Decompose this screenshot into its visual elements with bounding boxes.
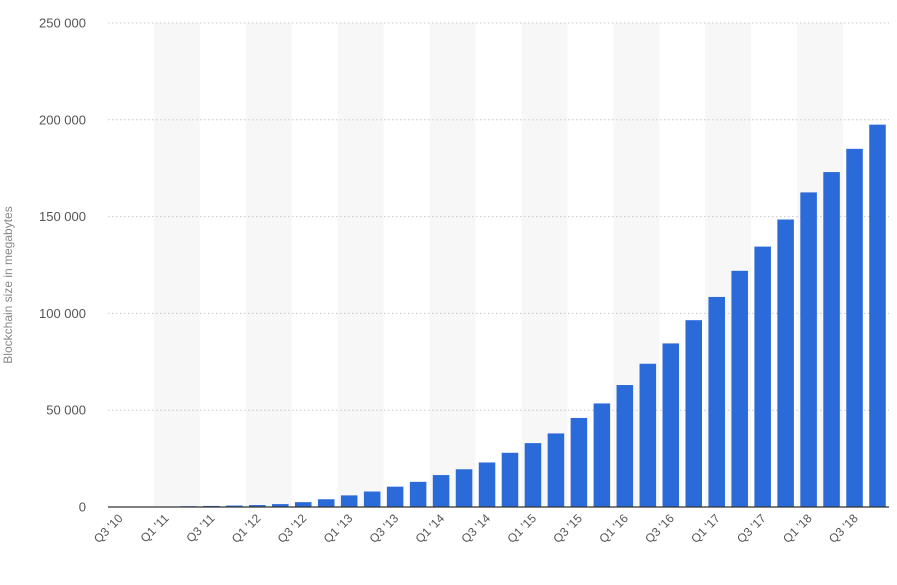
x-tick-label: Q3 '10 (91, 511, 126, 546)
y-tick-label: 200 000 (39, 112, 86, 127)
x-tick-label: Q3 '17 (734, 511, 769, 546)
bar (570, 417, 588, 507)
bar (478, 462, 496, 507)
bar (869, 124, 886, 507)
x-tick-label: Q1 '18 (780, 511, 815, 546)
x-tick-label: Q3 '16 (642, 511, 677, 546)
bar (800, 192, 817, 507)
bar (731, 270, 748, 507)
bar (685, 320, 703, 507)
y-tick-label: 150 000 (39, 209, 86, 224)
x-tick-label: Q3 '18 (826, 511, 861, 546)
x-tick-label: Q3 '11 (183, 511, 217, 545)
x-tick-label: Q3 '14 (458, 511, 493, 546)
bar (363, 491, 381, 507)
x-tick-label: Q1 '11 (138, 511, 172, 545)
column-band (521, 23, 568, 507)
bar (501, 452, 519, 507)
y-axis-ticks: 0 50 000 100 000 150 000 200 000 250 000 (39, 16, 86, 515)
column-band (429, 23, 476, 507)
bar (272, 504, 289, 507)
y-tick-label: 50 000 (46, 403, 86, 418)
gridlines (108, 22, 889, 411)
bar (524, 443, 542, 507)
x-tick-label: Q1 '16 (596, 511, 631, 546)
x-tick-label: Q3 '13 (367, 511, 402, 546)
x-tick-label: Q1 '15 (504, 511, 539, 546)
bar (340, 495, 358, 507)
x-tick-label: Q3 '12 (275, 511, 310, 546)
bar (547, 433, 565, 507)
bar (593, 403, 611, 507)
bars (111, 124, 886, 508)
column-band (337, 23, 384, 507)
x-tick-label: Q1 '14 (413, 511, 448, 546)
bar (662, 343, 680, 507)
bar (386, 486, 404, 507)
bar (823, 172, 840, 507)
column-band (245, 23, 292, 507)
y-axis-label: Blockchain size in megabytes (1, 206, 15, 363)
y-tick-label: 0 (79, 500, 86, 515)
bar (432, 475, 450, 507)
bar (455, 469, 473, 507)
bar (226, 505, 243, 507)
y-tick-label: 250 000 (39, 16, 86, 31)
bar (294, 502, 312, 507)
bar (639, 363, 657, 507)
x-tick-label: Q1 '12 (229, 511, 264, 546)
x-tick-label: Q1 '13 (321, 511, 356, 546)
bar (616, 385, 634, 507)
y-tick-label: 100 000 (39, 306, 86, 321)
x-tick-label: Q1 '17 (688, 511, 723, 546)
bar (708, 296, 725, 507)
bar (777, 219, 794, 507)
bar (754, 246, 771, 507)
column-band (153, 23, 200, 507)
bar (846, 148, 863, 507)
x-axis-ticks: Q3 '10 Q1 '11 Q3 '11 Q1 '12 Q3 '12 Q1 '13 Q3 '… (91, 511, 861, 546)
x-tick-label: Q3 '15 (550, 511, 585, 546)
bar (249, 505, 266, 507)
bar (317, 499, 335, 507)
bar (409, 481, 427, 507)
